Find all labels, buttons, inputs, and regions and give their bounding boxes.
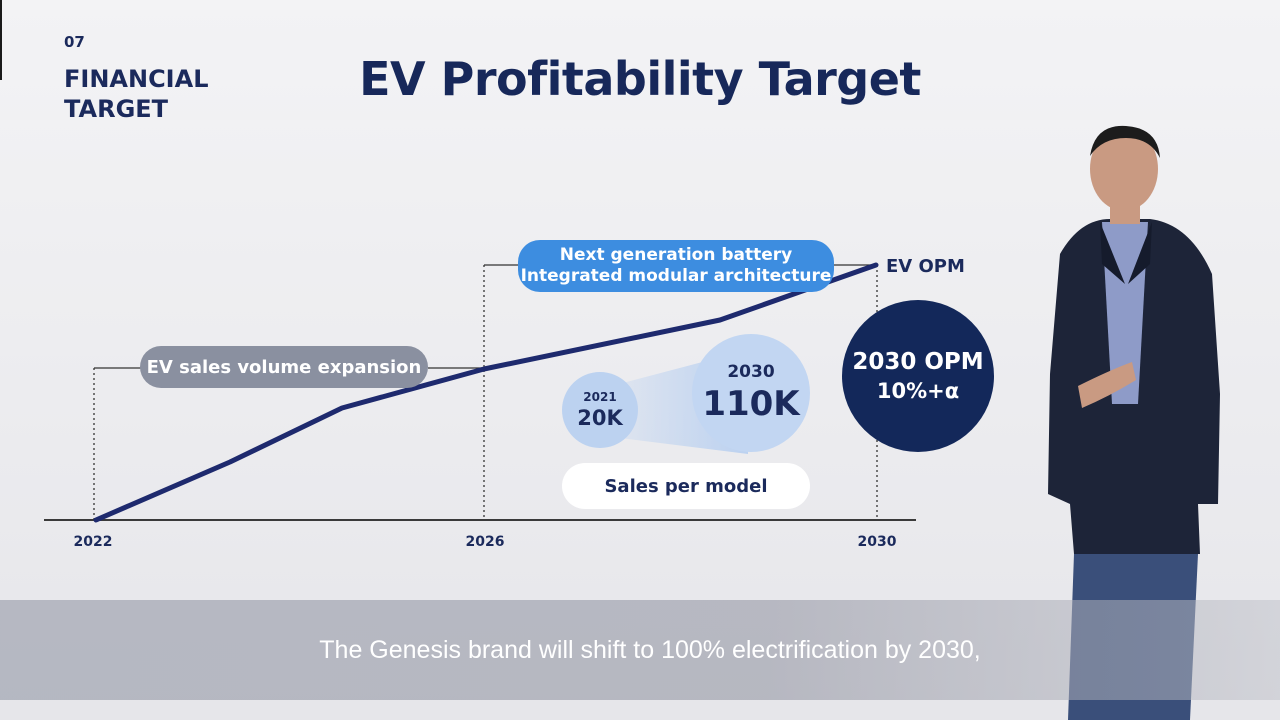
opm-target-line2: 10%+α [876, 379, 960, 403]
section-number: 07 [64, 33, 85, 51]
presenter-hand [1078, 362, 1136, 408]
presenter-lapel-left [1100, 222, 1125, 284]
page-title: EV Profitability Target [359, 52, 921, 106]
phase2-label-line2: Integrated modular architecture [520, 266, 832, 286]
sales-per-model-label: Sales per model [562, 463, 810, 509]
sales-2030-value: 110K [702, 384, 800, 424]
section-title: FINANCIAL TARGET [64, 65, 209, 123]
presenter-figure [1048, 125, 1220, 720]
ev-opm-label: EV OPM [886, 256, 965, 277]
subtitle-caption: The Genesis brand will shift to 100% ele… [319, 636, 981, 664]
phase1-label: EV sales volume expansion [140, 346, 428, 388]
subtitle-band [0, 600, 1280, 700]
presenter-face [1090, 127, 1158, 211]
sales-2021-value: 20K [577, 406, 623, 430]
sales-2030-circle: 2030 110K [692, 334, 810, 452]
opm-target-line1: 2030 OPM [852, 349, 984, 375]
year-label-2026: 2026 [465, 534, 505, 550]
opm-target-circle: 2030 OPM 10%+α [842, 300, 994, 452]
year-label-2030: 2030 [857, 534, 897, 550]
presenter-lapel-right [1128, 222, 1152, 284]
sales-2021-year: 2021 [583, 390, 617, 404]
edge-line [0, 0, 2, 80]
presenter-hair [1090, 125, 1160, 158]
sales-2021-circle: 2021 20K [562, 372, 638, 448]
phase2-label-line1: Next generation battery [559, 245, 793, 265]
sales-2030-year: 2030 [727, 362, 775, 382]
year-label-2022: 2022 [73, 534, 113, 550]
phase2-label: Next generation battery Integrated modul… [518, 240, 834, 292]
ev-opm-trend-line [93, 262, 879, 523]
